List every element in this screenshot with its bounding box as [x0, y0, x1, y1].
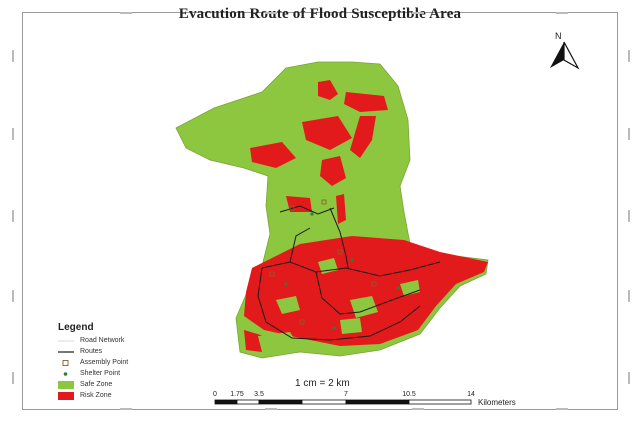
assembly-points: [269, 199, 377, 325]
scale-tick-0: 0: [213, 391, 217, 398]
legend-label: Safe Zone: [80, 381, 113, 388]
legend-item-shelter-point: Shelter Point: [58, 368, 208, 379]
road-line-icon: [58, 337, 74, 345]
dot-marker-icon: [58, 370, 74, 378]
shelter-points: [284, 212, 400, 330]
scale-tick-2: 3.5: [254, 391, 264, 398]
scale-ratio-text: 1 cm = 2 km: [295, 378, 350, 389]
scale-units: Kilometers: [478, 398, 516, 407]
legend-item-routes: Routes: [58, 346, 208, 357]
safe-zone-swatch-icon: [58, 380, 74, 389]
map-title: Evacution Route of Flood Susceptible Are…: [178, 6, 462, 22]
legend-item-road-network: Road Network: [58, 335, 208, 346]
legend-label: Road Network: [80, 337, 125, 344]
scale-bar: 0 1.75 3.5 7 10.5 14 Kilometers: [213, 391, 516, 407]
legend-item-safe-zone: Safe Zone: [58, 379, 208, 390]
scale-tick-5: 14: [467, 391, 475, 398]
legend-title: Legend: [58, 322, 94, 333]
legend-label: Shelter Point: [80, 370, 121, 377]
scale-tick-1: 1.75: [230, 391, 244, 398]
scale-tick-4: 10.5: [402, 391, 416, 398]
risk-zone-areas: [244, 80, 488, 352]
graticule-ticks: [12, 12, 630, 410]
risk-zone-swatch-icon: [58, 391, 74, 400]
north-label: N: [555, 31, 562, 41]
route-lines: [257, 205, 441, 341]
legend-item-assembly-point: Assembly Point: [58, 357, 208, 368]
route-line-icon: [58, 348, 74, 356]
scale-tick-3: 7: [344, 391, 348, 398]
north-arrow-icon: [550, 41, 580, 70]
scale-bar-segments: [214, 399, 472, 405]
square-marker-icon: [58, 359, 74, 367]
legend-label: Routes: [80, 348, 103, 355]
legend: Legend Road Network Routes Assembly Poin…: [58, 322, 208, 412]
legend-item-risk-zone: Risk Zone: [58, 390, 208, 401]
legend-label: Risk Zone: [80, 392, 112, 399]
legend-label: Assembly Point: [80, 359, 129, 366]
